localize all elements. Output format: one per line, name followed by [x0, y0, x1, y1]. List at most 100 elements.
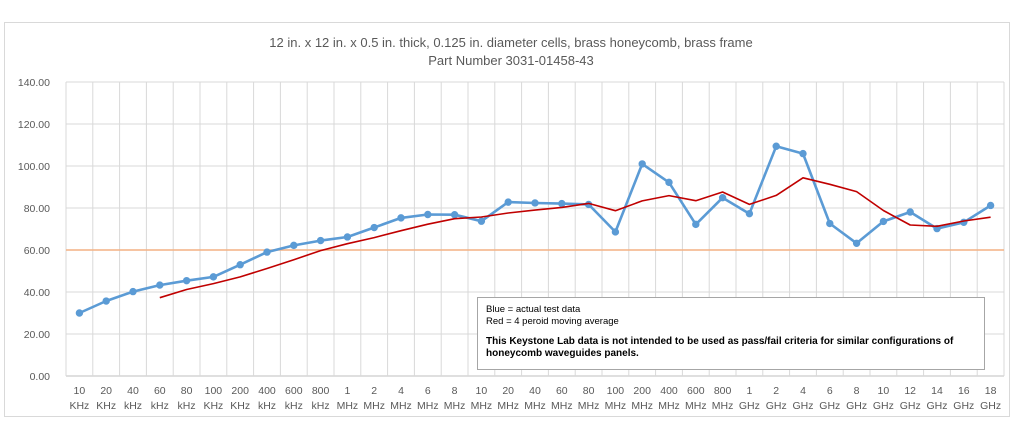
data-point — [638, 160, 646, 168]
chart-title: 12 in. x 12 in. x 0.5 in. thick, 0.125 i… — [269, 35, 753, 50]
data-point — [75, 309, 84, 317]
x-tick-unit: GHz — [873, 400, 894, 412]
data-point — [852, 239, 861, 247]
x-tick-unit: KHz — [96, 400, 116, 412]
data-point — [263, 248, 271, 256]
x-tick-unit: MHz — [685, 400, 707, 412]
x-tick-label: 800 — [312, 385, 330, 397]
x-tick-label: 2 — [371, 385, 377, 397]
data-point — [799, 149, 807, 158]
x-tick-unit: GHz — [766, 400, 787, 412]
x-tick-label: 10 — [878, 385, 890, 397]
data-point — [745, 209, 754, 218]
chart-subtitle: Part Number 3031-01458-43 — [428, 53, 594, 68]
x-tick-label: 6 — [425, 385, 431, 397]
x-tick-unit: MHz — [578, 400, 600, 412]
x-tick-unit: GHz — [980, 400, 1001, 412]
x-tick-unit: GHz — [953, 400, 974, 412]
data-point — [182, 276, 191, 285]
data-point — [531, 199, 539, 207]
x-tick-unit: KHz — [230, 400, 250, 412]
x-tick-label: 60 — [556, 385, 568, 397]
y-tick-label: 140.00 — [18, 77, 50, 89]
x-tick-label: 18 — [985, 385, 997, 397]
x-tick-label: 200 — [633, 385, 651, 397]
x-tick-label: 100 — [607, 385, 625, 397]
data-point — [236, 261, 244, 269]
data-point — [772, 142, 780, 150]
x-tick-label: 20 — [100, 385, 112, 397]
x-tick-unit: KHz — [69, 400, 89, 412]
y-tick-label: 0.00 — [30, 371, 51, 383]
x-tick-label: 1 — [344, 385, 350, 397]
x-tick-label: 8 — [854, 385, 860, 397]
data-point — [397, 214, 405, 222]
data-point — [370, 223, 378, 232]
legend-box: Blue = actual test data Red = 4 peroid m… — [477, 297, 985, 370]
data-point — [477, 217, 486, 225]
x-tick-unit: GHz — [927, 400, 948, 412]
data-point — [424, 210, 432, 219]
data-point — [290, 241, 298, 250]
data-point — [129, 287, 137, 296]
x-tick-label: 10 — [74, 385, 86, 397]
x-tick-label: 800 — [714, 385, 732, 397]
x-tick-label: 40 — [529, 385, 541, 397]
data-point — [826, 219, 834, 228]
x-tick-unit: kHz — [124, 400, 142, 412]
data-point — [209, 273, 218, 281]
x-tick-label: 100 — [205, 385, 223, 397]
x-tick-unit: kHz — [178, 400, 196, 412]
x-tick-unit: MHz — [444, 400, 466, 412]
x-tick-label: 4 — [800, 385, 806, 397]
x-tick-unit: MHz — [471, 400, 493, 412]
data-point — [450, 211, 459, 219]
x-tick-unit: KHz — [203, 400, 223, 412]
x-tick-label: 200 — [231, 385, 249, 397]
x-tick-label: 10 — [476, 385, 488, 397]
y-tick-label: 80.00 — [24, 203, 50, 215]
x-tick-label: 400 — [258, 385, 276, 397]
data-point — [156, 281, 164, 289]
x-tick-unit: kHz — [312, 400, 330, 412]
data-point — [504, 198, 512, 206]
x-tick-unit: GHz — [900, 400, 921, 412]
data-point — [665, 178, 673, 187]
x-tick-unit: kHz — [151, 400, 169, 412]
data-point — [986, 201, 995, 210]
data-point — [692, 220, 700, 229]
data-point — [906, 208, 914, 216]
x-tick-label: 80 — [181, 385, 193, 397]
disclaimer-note: This Keystone Lab data is not intended t… — [486, 336, 954, 359]
x-tick-unit: MHz — [390, 400, 412, 412]
x-tick-unit: MHz — [524, 400, 546, 412]
x-tick-label: 40 — [127, 385, 139, 397]
y-tick-label: 20.00 — [24, 329, 50, 341]
legend-red-text: Red = 4 peroid moving average — [486, 316, 619, 327]
x-tick-unit: MHz — [551, 400, 573, 412]
x-tick-unit: GHz — [819, 400, 840, 412]
y-tick-label: 120.00 — [18, 119, 50, 131]
x-tick-label: 20 — [502, 385, 514, 397]
data-point — [316, 236, 325, 245]
legend-blue-text: Blue = actual test data — [486, 304, 581, 315]
x-tick-unit: MHz — [363, 400, 385, 412]
x-tick-label: 60 — [154, 385, 166, 397]
x-tick-label: 600 — [687, 385, 705, 397]
x-tick-unit: MHz — [497, 400, 519, 412]
data-point — [611, 228, 620, 236]
x-tick-unit: kHz — [285, 400, 303, 412]
x-tick-label: 1 — [746, 385, 752, 397]
x-tick-label: 600 — [285, 385, 303, 397]
x-tick-unit: kHz — [258, 400, 276, 412]
data-point — [879, 217, 888, 226]
y-tick-label: 60.00 — [24, 245, 50, 257]
x-tick-label: 14 — [931, 385, 943, 397]
x-tick-label: 8 — [452, 385, 458, 397]
x-tick-unit: MHz — [417, 400, 439, 412]
x-tick-unit: GHz — [846, 400, 867, 412]
series-line-moving-average — [159, 177, 991, 299]
data-point — [558, 199, 566, 208]
x-tick-unit: MHz — [631, 400, 653, 412]
x-tick-label: 80 — [583, 385, 595, 397]
